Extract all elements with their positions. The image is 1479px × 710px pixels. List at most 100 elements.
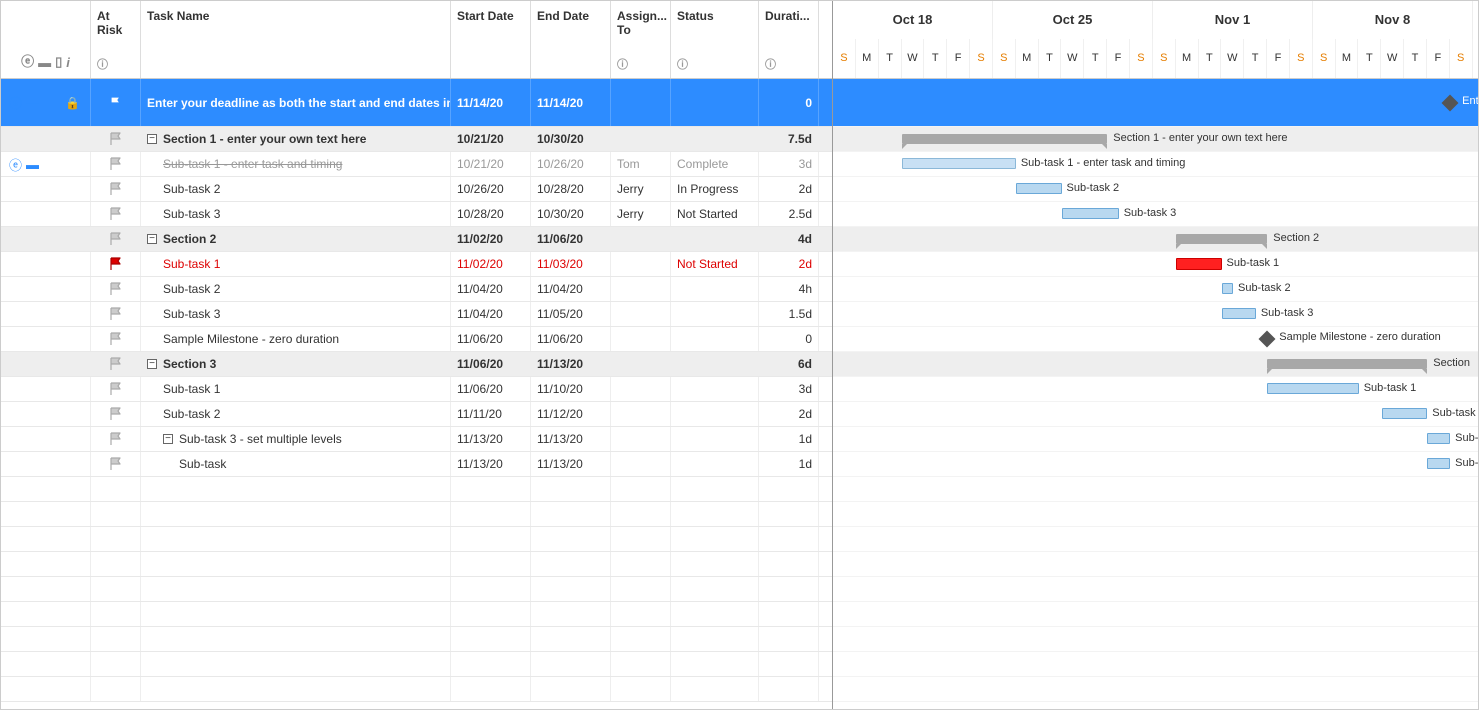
table-row-empty[interactable] [1, 602, 832, 627]
assign-cell[interactable] [611, 352, 671, 376]
table-row-empty[interactable] [1, 627, 832, 652]
table-row[interactable]: −Sub-task 3 - set multiple levels11/13/2… [1, 427, 832, 452]
flag-cell[interactable] [91, 302, 141, 326]
table-row[interactable]: Sub-task 210/26/2010/28/20JerryIn Progre… [1, 177, 832, 202]
end-cell[interactable]: 10/26/20 [531, 152, 611, 176]
comment-icon[interactable]: ▬ [26, 95, 39, 110]
gantt-bar[interactable]: Sub-task 2 [1016, 183, 1062, 194]
status-cell[interactable] [671, 277, 759, 301]
header-taskname[interactable]: Task Name [141, 1, 451, 78]
table-row[interactable]: Sub-task 111/06/2011/10/203d [1, 377, 832, 402]
taskname-cell[interactable]: Sub-task 2 [141, 177, 451, 201]
attach-icon[interactable]: ⓔ [9, 155, 22, 174]
lock-icon[interactable]: 🔒 [65, 96, 80, 110]
timeline-row[interactable]: Section 1 - enter your own text here [833, 127, 1478, 152]
table-row-empty[interactable] [1, 502, 832, 527]
duration-cell[interactable]: 2.5d [759, 202, 819, 226]
end-cell[interactable]: 11/13/20 [531, 352, 611, 376]
assign-cell[interactable] [611, 79, 671, 126]
table-row[interactable]: Sub-task 211/04/2011/04/204h [1, 277, 832, 302]
gantt-bar[interactable]: Section 2 [1176, 234, 1267, 244]
collapse-toggle[interactable]: − [147, 234, 157, 244]
header-startdate[interactable]: Start Date [451, 1, 531, 78]
flag-cell[interactable] [91, 177, 141, 201]
duration-cell[interactable]: 0 [759, 327, 819, 351]
end-cell[interactable]: 11/04/20 [531, 277, 611, 301]
table-row[interactable]: Sub-task 211/11/2011/12/20 2d [1, 402, 832, 427]
milestone-marker[interactable] [1442, 95, 1459, 112]
taskname-cell[interactable]: Sub-task 1 [141, 252, 451, 276]
duration-cell[interactable]: 2d [759, 402, 819, 426]
table-row[interactable]: Sub-task 111/02/2011/03/20Not Started2d [1, 252, 832, 277]
assign-cell[interactable] [611, 252, 671, 276]
status-cell[interactable] [671, 352, 759, 376]
end-cell[interactable]: 11/03/20 [531, 252, 611, 276]
timeline-row[interactable]: Sub-task 2 [833, 277, 1478, 302]
duration-cell[interactable]: 1d [759, 452, 819, 476]
taskname-cell[interactable]: Sub-task 2 [141, 277, 451, 301]
milestone-marker[interactable] [1259, 331, 1276, 348]
header-status[interactable]: Status ⓘ [671, 1, 759, 78]
timeline-row[interactable]: Enter y [833, 79, 1478, 127]
timeline-row[interactable]: Sub-tas [833, 452, 1478, 477]
taskname-cell[interactable]: −Section 1 - enter your own text here [141, 127, 451, 151]
flag-cell[interactable] [91, 452, 141, 476]
table-row[interactable]: Sub-task11/13/2011/13/201d [1, 452, 832, 477]
duration-cell[interactable]: 2d [759, 177, 819, 201]
assign-cell[interactable]: Jerry [611, 177, 671, 201]
timeline-row[interactable]: Sub-task 1 [833, 377, 1478, 402]
end-cell[interactable]: 11/13/20 [531, 427, 611, 451]
end-cell[interactable]: 11/12/20 [531, 402, 611, 426]
collapse-toggle[interactable]: − [163, 434, 173, 444]
taskname-cell[interactable]: Sample Milestone - zero duration [141, 327, 451, 351]
gantt-bar[interactable]: Sub-task 3 [1062, 208, 1119, 219]
status-cell[interactable] [671, 377, 759, 401]
assign-cell[interactable] [611, 402, 671, 426]
duration-cell[interactable]: 4h [759, 277, 819, 301]
timeline-row[interactable]: Sub-task 1 - enter task and timing [833, 152, 1478, 177]
table-row-empty[interactable] [1, 552, 832, 577]
header-atrisk[interactable]: At Risk ⓘ [91, 1, 141, 78]
end-cell[interactable]: 10/30/20 [531, 202, 611, 226]
timeline-row[interactable]: Sub-task 1 [833, 252, 1478, 277]
assign-cell[interactable] [611, 327, 671, 351]
duration-cell[interactable]: 1d [759, 427, 819, 451]
end-cell[interactable]: 10/28/20 [531, 177, 611, 201]
assign-cell[interactable] [611, 452, 671, 476]
gantt-bar[interactable]: Sub-tas [1427, 458, 1450, 469]
table-row-empty[interactable] [1, 652, 832, 677]
end-cell[interactable]: 11/05/20 [531, 302, 611, 326]
start-cell[interactable]: 10/21/20 [451, 152, 531, 176]
flag-cell[interactable] [91, 352, 141, 376]
start-cell[interactable]: 11/13/20 [451, 452, 531, 476]
end-cell[interactable]: 11/06/20 [531, 227, 611, 251]
timeline-row[interactable]: Sub-task 3 [833, 202, 1478, 227]
start-cell[interactable]: 11/11/20 [451, 402, 531, 426]
taskname-cell[interactable]: Sub-task 2 [141, 402, 451, 426]
status-cell[interactable]: Not Started [671, 202, 759, 226]
gantt-bar[interactable]: Sub-task 3 [1222, 308, 1256, 319]
start-cell[interactable]: 11/02/20 [451, 227, 531, 251]
duration-cell[interactable]: 6d [759, 352, 819, 376]
timeline-row[interactable]: Sub-task 2 [833, 177, 1478, 202]
start-cell[interactable]: 10/21/20 [451, 127, 531, 151]
start-cell[interactable]: 11/14/20 [451, 79, 531, 126]
table-row[interactable]: ⓔ▬Sub-task 1 - enter task and timing10/2… [1, 152, 832, 177]
status-cell[interactable] [671, 227, 759, 251]
taskname-cell[interactable]: Sub-task [141, 452, 451, 476]
flag-cell[interactable] [91, 277, 141, 301]
table-row[interactable]: Sample Milestone - zero duration11/06/20… [1, 327, 832, 352]
start-cell[interactable]: 11/06/20 [451, 377, 531, 401]
taskname-cell[interactable]: Sub-task 3 [141, 302, 451, 326]
collapse-toggle[interactable]: − [147, 134, 157, 144]
duration-cell[interactable]: 3d [759, 377, 819, 401]
assign-cell[interactable] [611, 277, 671, 301]
flag-cell[interactable] [91, 202, 141, 226]
start-cell[interactable]: 10/26/20 [451, 177, 531, 201]
start-cell[interactable]: 11/04/20 [451, 277, 531, 301]
status-cell[interactable] [671, 327, 759, 351]
status-cell[interactable]: Complete [671, 152, 759, 176]
assign-cell[interactable]: Jerry [611, 202, 671, 226]
status-cell[interactable]: In Progress [671, 177, 759, 201]
timeline-row[interactable]: Section 2 [833, 227, 1478, 252]
